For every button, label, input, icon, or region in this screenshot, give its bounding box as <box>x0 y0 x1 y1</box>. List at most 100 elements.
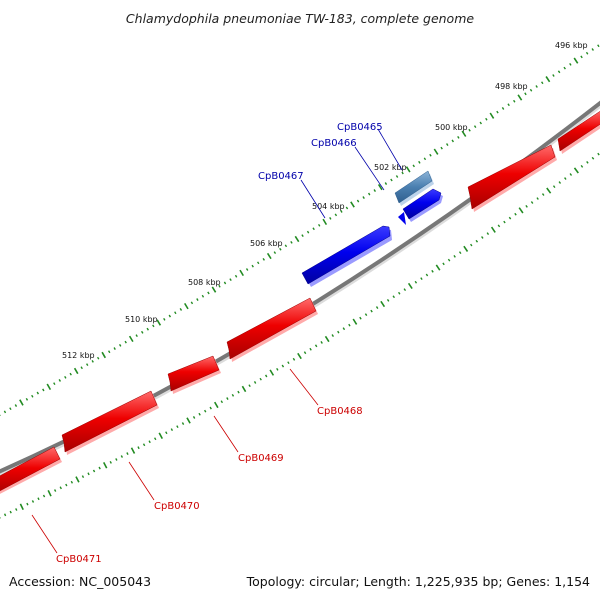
minor-tick <box>190 301 194 305</box>
minor-tick <box>552 185 556 189</box>
minor-tick <box>345 206 349 210</box>
minor-tick <box>70 480 74 484</box>
minor-tick <box>541 193 545 196</box>
minor-tick <box>36 391 40 395</box>
minor-tick <box>168 314 172 318</box>
major-tick <box>158 432 164 439</box>
gene-arrow-upper-right <box>467 144 557 212</box>
minor-tick <box>580 55 583 59</box>
major-tick <box>517 94 523 101</box>
minor-tick <box>530 201 534 204</box>
minor-tick <box>163 317 166 321</box>
minor-tick <box>486 232 490 235</box>
gene-arrow-cpb0471[interactable] <box>0 446 62 497</box>
minor-tick <box>403 288 407 292</box>
minor-tick <box>113 347 116 350</box>
minor-tick <box>181 422 185 425</box>
minor-tick <box>485 117 488 121</box>
minor-tick <box>124 340 127 344</box>
major-tick <box>73 367 79 375</box>
minor-tick <box>501 107 505 110</box>
minor-tick <box>475 239 479 243</box>
gene-arrow-cpb0465[interactable] <box>394 170 434 206</box>
gene-arrow-cpb0470[interactable] <box>61 390 159 455</box>
minor-tick <box>481 236 484 239</box>
gene-label-cpb0470[interactable]: CpB0470 <box>154 501 200 512</box>
minor-tick <box>201 294 205 298</box>
label-leader-lines <box>31 128 403 554</box>
gene-label-cpb0469[interactable]: CpB0469 <box>238 453 284 464</box>
gene-arrow-cpb0469[interactable] <box>167 355 221 394</box>
major-tick <box>407 282 413 290</box>
minor-tick <box>80 366 83 370</box>
minor-tick <box>384 182 388 185</box>
minor-tick <box>458 251 462 255</box>
major-tick <box>405 166 411 173</box>
minor-tick <box>176 425 179 429</box>
reverse-strand-genes <box>0 111 600 497</box>
minor-tick <box>9 510 12 514</box>
minor-tick <box>591 156 595 160</box>
minor-tick <box>234 274 238 278</box>
minor-tick <box>256 261 260 265</box>
minor-tick <box>563 66 566 70</box>
major-tick <box>490 226 496 233</box>
gene-arrow-cpb0466[interactable] <box>402 188 443 222</box>
major-tick <box>489 112 495 119</box>
gene-arrow-cpb0467[interactable] <box>301 225 392 287</box>
minor-tick <box>586 160 589 164</box>
minor-tick <box>342 327 346 331</box>
major-tick <box>322 218 328 226</box>
minor-tick <box>226 397 229 400</box>
minor-tick <box>329 217 332 220</box>
major-tick <box>47 490 52 497</box>
minor-tick <box>496 110 499 114</box>
minor-tick <box>451 139 454 143</box>
minor-tick <box>42 388 45 392</box>
minor-tick <box>558 181 562 184</box>
minor-tick <box>85 363 89 366</box>
gene-label-cpb0468[interactable]: CpB0468 <box>317 406 363 417</box>
minor-tick <box>220 400 224 404</box>
minor-tick <box>580 164 584 168</box>
minor-tick <box>174 311 177 315</box>
minor-tick <box>356 199 360 203</box>
gene-arrow-cpb0468[interactable] <box>226 297 318 362</box>
gene-label-cpb0466[interactable]: CpB0466 <box>311 138 357 149</box>
minor-tick <box>362 196 365 199</box>
minor-tick <box>259 377 262 381</box>
minor-tick <box>3 410 7 414</box>
minor-tick <box>64 375 67 379</box>
minor-tick <box>14 404 18 407</box>
minor-tick <box>497 224 501 228</box>
gene-arrow-right-edge <box>557 111 600 154</box>
minor-tick <box>87 472 90 476</box>
minor-tick <box>107 350 111 354</box>
minor-tick <box>320 341 323 344</box>
minor-tick <box>390 178 393 182</box>
minor-tick <box>303 351 307 355</box>
minor-tick <box>447 258 451 262</box>
major-tick <box>433 148 439 155</box>
minor-tick <box>386 299 390 302</box>
minor-tick <box>470 243 473 247</box>
kbp-label-510: 510 kbp <box>125 315 158 324</box>
minor-tick <box>525 204 528 208</box>
gene-label-cpb0465[interactable]: CpB0465 <box>337 122 383 133</box>
minor-tick <box>196 298 199 301</box>
minor-tick <box>292 357 296 361</box>
gene-label-cpb0467[interactable]: CpB0467 <box>258 171 304 182</box>
minor-tick <box>473 125 477 128</box>
minor-tick <box>529 88 533 92</box>
minor-tick <box>414 280 418 284</box>
minor-tick <box>536 197 539 200</box>
minor-tick <box>418 160 421 164</box>
minor-tick <box>317 223 321 227</box>
major-tick <box>214 401 219 409</box>
gene-label-cpb0471[interactable]: CpB0471 <box>56 554 102 565</box>
kbp-label-498: 498 kbp <box>495 82 528 91</box>
minor-tick <box>203 409 207 413</box>
minor-tick <box>273 251 277 254</box>
minor-tick <box>508 216 512 220</box>
minor-tick <box>53 489 57 492</box>
